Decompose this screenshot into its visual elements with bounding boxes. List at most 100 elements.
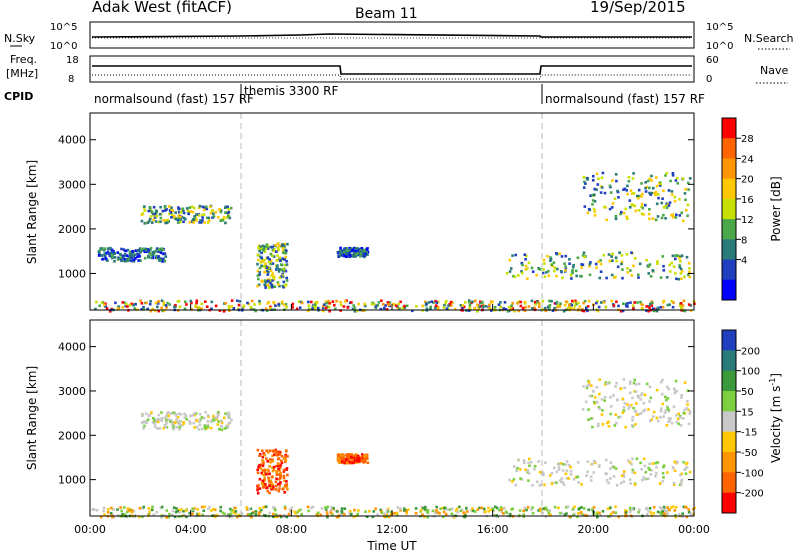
echo-cell — [606, 382, 610, 385]
echo-cell — [345, 252, 348, 256]
echo-cell — [106, 247, 110, 250]
echo-cell — [439, 507, 442, 511]
echo-cell — [495, 514, 498, 517]
echo-cell — [283, 515, 286, 518]
echo-cell — [402, 509, 406, 512]
echo-cell — [550, 263, 554, 266]
echo-cell — [257, 465, 260, 469]
echo-cell — [136, 255, 139, 258]
echo-cell — [280, 275, 283, 278]
echo-cell — [666, 471, 669, 474]
echo-cell — [206, 221, 210, 224]
echo-cell — [201, 513, 204, 517]
echo-cell — [124, 249, 128, 253]
echo-cell — [454, 509, 458, 512]
echo-cell — [583, 255, 586, 259]
echo-cell — [673, 460, 676, 464]
echo-cell — [266, 269, 269, 272]
echo-cell — [574, 299, 577, 303]
echo-cell — [524, 258, 527, 261]
echo-cell — [663, 411, 667, 415]
echo-cell — [414, 507, 418, 510]
echo-cell — [405, 304, 409, 308]
echo-cell — [662, 415, 665, 418]
echo-cell — [490, 301, 493, 304]
echo-cell — [312, 305, 316, 308]
echo-cell — [399, 507, 402, 510]
nave-trace — [92, 74, 692, 80]
echo-cell — [150, 253, 153, 257]
echo-cell — [339, 251, 342, 255]
echo-cell — [272, 255, 276, 258]
echo-cell — [622, 302, 625, 305]
echo-cell — [165, 412, 169, 416]
echo-cell — [127, 259, 131, 262]
echo-cell — [662, 512, 666, 515]
echo-cell — [517, 458, 520, 462]
echo-cell — [287, 512, 291, 516]
echo-cell — [357, 456, 360, 460]
echo-cell — [542, 473, 545, 477]
echo-cell — [655, 202, 659, 206]
echo-cell — [224, 221, 227, 225]
echo-cell — [357, 248, 360, 251]
echo-cell — [682, 299, 686, 303]
echo-cell — [549, 259, 552, 262]
echo-cell — [278, 487, 281, 490]
echo-cell — [362, 458, 366, 462]
echo-cell — [625, 253, 629, 256]
echo-cell — [266, 468, 269, 472]
echo-cell — [603, 191, 607, 195]
echo-cell — [524, 302, 527, 305]
echo-cell — [137, 253, 141, 256]
echo-cell — [672, 387, 676, 390]
echo-cell — [676, 460, 679, 464]
echo-cell — [523, 461, 526, 464]
echo-cell — [272, 450, 276, 453]
echo-cell — [530, 266, 534, 270]
echo-cell — [543, 483, 546, 487]
echo-cell — [269, 245, 272, 249]
echo-cell — [649, 275, 653, 278]
echo-cell — [687, 188, 690, 191]
echo-cell — [394, 304, 398, 308]
echo-cell — [659, 306, 663, 309]
echo-cell — [633, 301, 636, 304]
x-tick-label: 04:00 — [175, 523, 207, 536]
echo-cell — [569, 470, 573, 473]
echo-cell — [647, 477, 650, 481]
echo-cell — [687, 303, 691, 306]
echo-cell — [143, 256, 147, 260]
echo-cell — [300, 301, 304, 305]
echo-cell — [357, 459, 361, 463]
echo-cell — [421, 304, 424, 308]
echo-cell — [637, 396, 640, 399]
echo-cell — [672, 405, 676, 409]
echo-cell — [555, 470, 559, 474]
echo-cell — [275, 484, 278, 488]
echo-cell — [648, 263, 652, 266]
velocity-colorbar-cells — [722, 330, 736, 514]
echo-cell — [225, 424, 228, 428]
echo-cell — [499, 506, 503, 509]
echo-cell — [174, 413, 178, 416]
echo-cell — [476, 310, 479, 313]
echo-cell — [279, 473, 282, 477]
echo-cell — [584, 182, 587, 185]
echo-cell — [229, 206, 233, 210]
echo-cell — [581, 254, 585, 257]
echo-cell — [212, 419, 216, 422]
echo-cell — [586, 470, 589, 474]
echo-cell — [631, 396, 634, 400]
echo-cell — [590, 508, 594, 511]
echo-cell — [578, 506, 582, 510]
echo-cell — [188, 220, 192, 224]
echo-cell — [263, 250, 267, 254]
echo-cell — [153, 216, 157, 219]
echo-cell — [151, 508, 154, 512]
echo-cell — [340, 507, 344, 510]
echo-cell — [142, 420, 145, 424]
echo-cell — [675, 389, 679, 393]
echo-cell — [563, 303, 567, 307]
